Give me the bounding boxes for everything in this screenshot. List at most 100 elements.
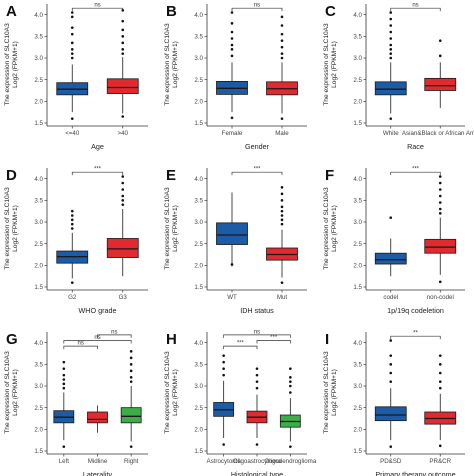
- x-axis-title: Age: [91, 142, 104, 151]
- y-tick-label: 3.0: [353, 383, 362, 390]
- outlier-point: [62, 445, 66, 448]
- box-2: PR&CR: [424, 354, 457, 465]
- box-iqr: [374, 252, 407, 265]
- y-axis-title: The expression of SLC10A3: [323, 187, 330, 270]
- outlier-point: [255, 373, 259, 377]
- y-tick-label: 1.5: [34, 120, 43, 127]
- outlier-point: [438, 280, 442, 284]
- y-tick-label: 1.5: [194, 284, 203, 291]
- outlier-point: [389, 48, 393, 51]
- panel-letter: B: [166, 3, 177, 20]
- outlier-point: [280, 32, 284, 36]
- outlier-point: [121, 19, 125, 23]
- significance-bracket: ns: [390, 3, 441, 12]
- significance-label: ns: [111, 329, 117, 335]
- outlier-point: [62, 360, 66, 364]
- outlier-point: [62, 373, 66, 377]
- y-tick-label: 4.0: [34, 340, 43, 347]
- outlier-point: [280, 281, 284, 284]
- box-2: Midline: [87, 405, 108, 465]
- y-tick-label: 2.5: [34, 77, 43, 84]
- panel-letter: A: [6, 3, 17, 20]
- y-tick-label: 3.0: [34, 55, 43, 62]
- outlier-point: [70, 218, 74, 222]
- outlier-point: [230, 263, 234, 266]
- y-tick-label: 1.5: [194, 448, 203, 455]
- x-tick-label: G3: [119, 294, 128, 301]
- box-iqr: [106, 78, 139, 94]
- y-tick-label: 3.0: [34, 383, 43, 390]
- panel-f: F 1.5 2.0 2.5 3.0 3.5 4.0 The expression of SLC…: [323, 167, 465, 315]
- y-tick-label: 1.5: [34, 448, 43, 455]
- x-tick-label: Mut: [277, 294, 288, 301]
- y-tick-label: 3.0: [194, 383, 203, 390]
- y-tick-label: 2.5: [34, 405, 43, 412]
- box-1: WT: [216, 192, 248, 301]
- y-tick-label: 2.5: [353, 77, 362, 84]
- significance-label: ***: [237, 341, 245, 347]
- outlier-point: [121, 175, 125, 178]
- panel-letter: H: [166, 331, 177, 348]
- outlier-point: [230, 11, 234, 14]
- significance-label: ns: [94, 335, 100, 341]
- outlier-point: [129, 445, 133, 448]
- outlier-point: [389, 354, 393, 357]
- outlier-point: [121, 41, 125, 45]
- x-tick-label: WT: [227, 294, 237, 301]
- box-3: Oligodendroglioma: [264, 367, 317, 465]
- x-axis-title: Primary therapy outcome: [375, 470, 455, 476]
- significance-bracket: ***: [223, 341, 258, 350]
- significance-bracket: ns: [231, 3, 283, 12]
- significance-bracket: ***: [71, 167, 124, 176]
- outlier-point: [222, 373, 225, 377]
- outlier-point: [289, 367, 292, 370]
- outlier-point: [438, 371, 442, 375]
- outlier-point: [280, 24, 284, 27]
- outlier-point: [289, 376, 292, 379]
- box-1: White: [374, 11, 407, 137]
- outlier-point: [289, 445, 292, 448]
- y-tick-label: 3.0: [194, 219, 203, 226]
- x-axis-title: IDH status: [240, 306, 274, 315]
- y-axis-title: The expression of SLC10A3: [4, 187, 11, 270]
- outlier-point: [230, 54, 234, 58]
- outlier-point: [438, 181, 442, 185]
- y-tick-label: 3.5: [34, 34, 43, 41]
- outlier-point: [230, 43, 234, 47]
- box-2: non-codel: [424, 175, 457, 301]
- y-tick-label: 3.5: [194, 362, 203, 369]
- outlier-point: [129, 363, 133, 366]
- y-axis-title: The expression of SLC10A3: [323, 23, 330, 106]
- outlier-point: [438, 386, 442, 390]
- x-axis-title: Gender: [245, 142, 270, 151]
- outlier-point: [280, 117, 284, 120]
- y-tick-label: 4.0: [194, 340, 203, 347]
- y-tick-label: 3.5: [194, 34, 203, 41]
- x-tick-label: Midline: [88, 458, 108, 465]
- y-tick-label: 2.0: [194, 263, 203, 270]
- box-iqr: [374, 406, 407, 422]
- x-tick-label: Oligodendroglioma: [264, 458, 316, 465]
- panel-d: D 1.5 2.0 2.5 3.0 3.5 4.0 The expression of SLC…: [4, 167, 148, 315]
- box-iqr: [106, 238, 139, 258]
- significance-bracket: ***: [256, 335, 291, 344]
- significance-bracket: ns: [71, 3, 124, 12]
- bracket-line: [63, 345, 98, 350]
- box-iqr: [87, 411, 108, 424]
- outlier-point: [129, 369, 133, 373]
- outlier-point: [389, 380, 393, 383]
- outlier-point: [222, 367, 225, 370]
- y-tick-label: 3.5: [34, 362, 43, 369]
- significance-label: ***: [412, 167, 420, 173]
- outlier-point: [70, 117, 74, 120]
- bracket-line: [71, 171, 124, 176]
- box-iqr: [374, 81, 407, 96]
- y-tick-label: 1.5: [34, 284, 43, 291]
- outlier-point: [230, 116, 234, 120]
- bracket-line: [256, 340, 291, 344]
- outlier-point: [121, 181, 125, 185]
- x-tick-label: Left: [59, 458, 70, 465]
- y-tick-label: 4.0: [353, 176, 362, 183]
- bracket-line: [231, 171, 283, 176]
- outlier-point: [70, 214, 74, 217]
